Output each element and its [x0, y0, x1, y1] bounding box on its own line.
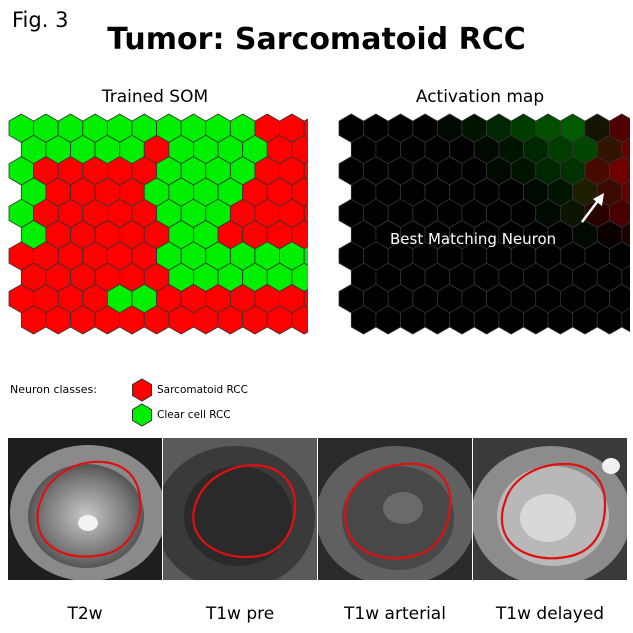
best-matching-neuron-arrow-icon [581, 193, 604, 223]
mri-label-t1w-arterial: T1w arterial [344, 604, 446, 624]
activation-map-grid [338, 113, 630, 335]
legend-clear-cell-hex-icon [132, 403, 152, 427]
best-matching-neuron-label: Best Matching Neuron [390, 230, 557, 248]
trained-som-grid [8, 113, 308, 335]
som-neuron-4-12 [303, 203, 308, 224]
legend-sarcomatoid-hex-icon [132, 378, 152, 402]
activation-neuron-5-11 [621, 222, 630, 247]
som-panel-title: Trained SOM [101, 87, 209, 107]
som-neuron-2-12 [303, 161, 308, 181]
som-neuron-9-11 [291, 305, 308, 335]
activation-neuron-3-11 [621, 179, 630, 205]
legend-sarcomatoid-label: Sarcomatoid RCC [157, 384, 248, 396]
mri-label-t1w-pre: T1w pre [205, 604, 275, 624]
figure-title: Tumor: Sarcomatoid RCC [107, 22, 526, 57]
som-neuron-6-12 [303, 246, 308, 266]
mri-t1w-pre-image [163, 438, 317, 580]
figure-label: Fig. 3 [12, 8, 69, 32]
mri-t1w-arterial-image [318, 438, 472, 580]
mri-label-t2w: T2w [67, 604, 103, 624]
activation-panel-title: Activation map [415, 87, 545, 107]
som-neuron-8-12 [303, 288, 308, 309]
activation-neuron-9-11 [621, 307, 630, 333]
activation-neuron-1-11 [621, 137, 630, 162]
legend-title: Neuron classes: [10, 383, 97, 396]
mri-t1w-delayed-image [473, 438, 627, 580]
legend-clear-cell-label: Clear cell RCC [157, 409, 231, 421]
mri-t2w-image [8, 438, 162, 580]
som-neuron-0-12 [303, 118, 308, 138]
mri-label-t1w-delayed: T1w delayed [495, 604, 605, 624]
activation-neuron-7-11 [621, 265, 630, 290]
